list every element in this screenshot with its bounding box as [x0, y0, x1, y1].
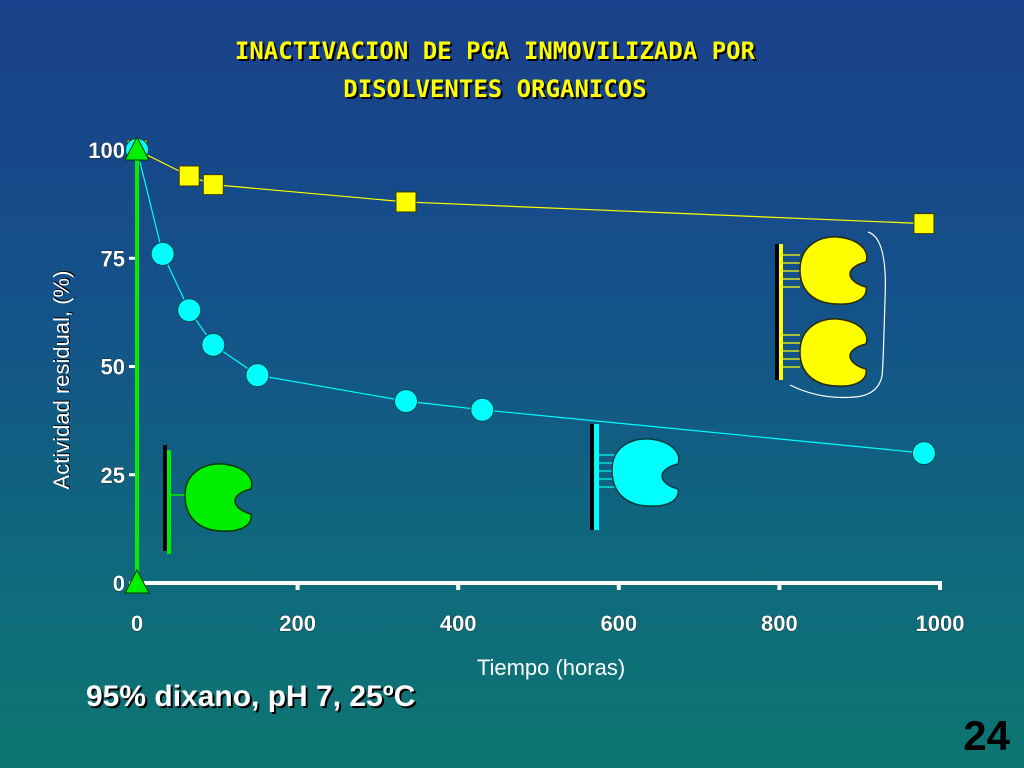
data-point: [124, 135, 150, 161]
y-tick-label: 0: [113, 571, 125, 596]
title-line-1: INACTIVACION DE PGA INMOVILIZADA POR: [234, 37, 756, 65]
x-tick-label: 0: [131, 611, 143, 636]
y-axis-label: Actividad residual, (%): [49, 270, 74, 490]
data-point: [150, 241, 175, 266]
data-point: [395, 191, 417, 213]
data-point: [913, 213, 935, 235]
y-tick-label: 50: [101, 355, 125, 380]
y-tick-label: 75: [101, 246, 125, 271]
data-point: [178, 165, 200, 187]
data-point: [201, 332, 226, 357]
enzyme-illustration-green: [163, 445, 253, 554]
series-square: [126, 139, 935, 235]
data-point: [911, 441, 936, 466]
x-tick-label: 800: [761, 611, 798, 636]
enzyme-illustration-yellow: [775, 231, 886, 399]
experiment-conditions: 95% dixano, pH 7, 25ºC: [86, 680, 416, 713]
x-tick-label: 200: [279, 611, 316, 636]
data-point: [124, 568, 150, 594]
data-point: [177, 298, 202, 323]
y-tick-label: 25: [101, 463, 125, 488]
data-point: [470, 397, 495, 422]
series-triangle: [124, 135, 150, 594]
series-line: [136, 149, 924, 225]
x-tick-label: 1000: [916, 611, 965, 636]
x-tick-label: 600: [600, 611, 637, 636]
series: [124, 135, 936, 594]
data-point: [202, 174, 224, 196]
series-line: [136, 149, 924, 454]
slide-title: INACTIVACION DE PGA INMOVILIZADA POR DIS…: [80, 32, 910, 108]
title-line-2: DISOLVENTES ORGANICOS: [343, 75, 647, 103]
tick-labels: 0 200 400 600 800 1000 0 25 50 75 100: [88, 138, 965, 637]
y-tick-label: 100: [88, 138, 125, 163]
data-point: [394, 389, 419, 414]
slide-number: 24: [963, 712, 1010, 759]
x-tick-label: 400: [440, 611, 477, 636]
data-point: [245, 363, 270, 388]
x-axis-label: Tiempo (horas): [476, 655, 626, 680]
enzyme-illustration-cyan: [590, 424, 680, 530]
